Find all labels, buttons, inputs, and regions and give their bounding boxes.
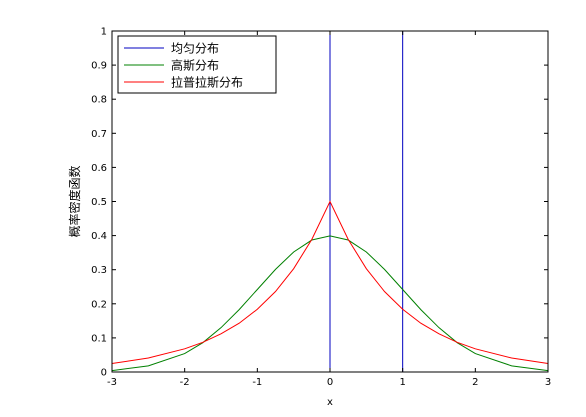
y-tick-label: 0.9 [91,61,107,72]
y-tick-label: 0.2 [91,299,107,310]
series-line-2 [111,235,549,372]
legend-label: 均匀分布 [171,42,219,56]
axes-layer: -3 -2 -1 0 1 2 3 0 0.1 0.2 0.3 0.4 0.5 0.6 0.7 0.8 0.9 1 [91,27,551,389]
y-tick-label: 0.6 [91,163,107,174]
x-tick-label: 2 [472,377,478,388]
x-axis-label: x [327,397,333,408]
x-tick-label: 0 [327,377,333,388]
y-tick-label: 0.7 [91,129,107,140]
x-tick-label: 3 [545,377,551,388]
x-tick-label: -3 [107,377,117,388]
y-axis-label: 概率密度函数 [67,165,82,237]
y-tick-label: 0.5 [91,197,107,208]
y-tick-label: 1 [101,27,107,38]
legend-label: 拉普拉斯分布 [171,75,243,90]
y-tick-label: 0.4 [91,231,107,242]
y-tick-label: 0.8 [91,95,107,106]
x-tick-label: 1 [399,377,405,388]
x-tick-label: -1 [252,377,262,388]
series-line-3 [111,200,549,364]
y-tick-label: 0.1 [91,333,107,344]
legend-label: 高斯分布 [171,58,219,73]
x-tick-label: -2 [180,377,190,388]
y-tick-label: 0.3 [91,265,107,276]
y-tick-label: 0 [101,368,107,379]
